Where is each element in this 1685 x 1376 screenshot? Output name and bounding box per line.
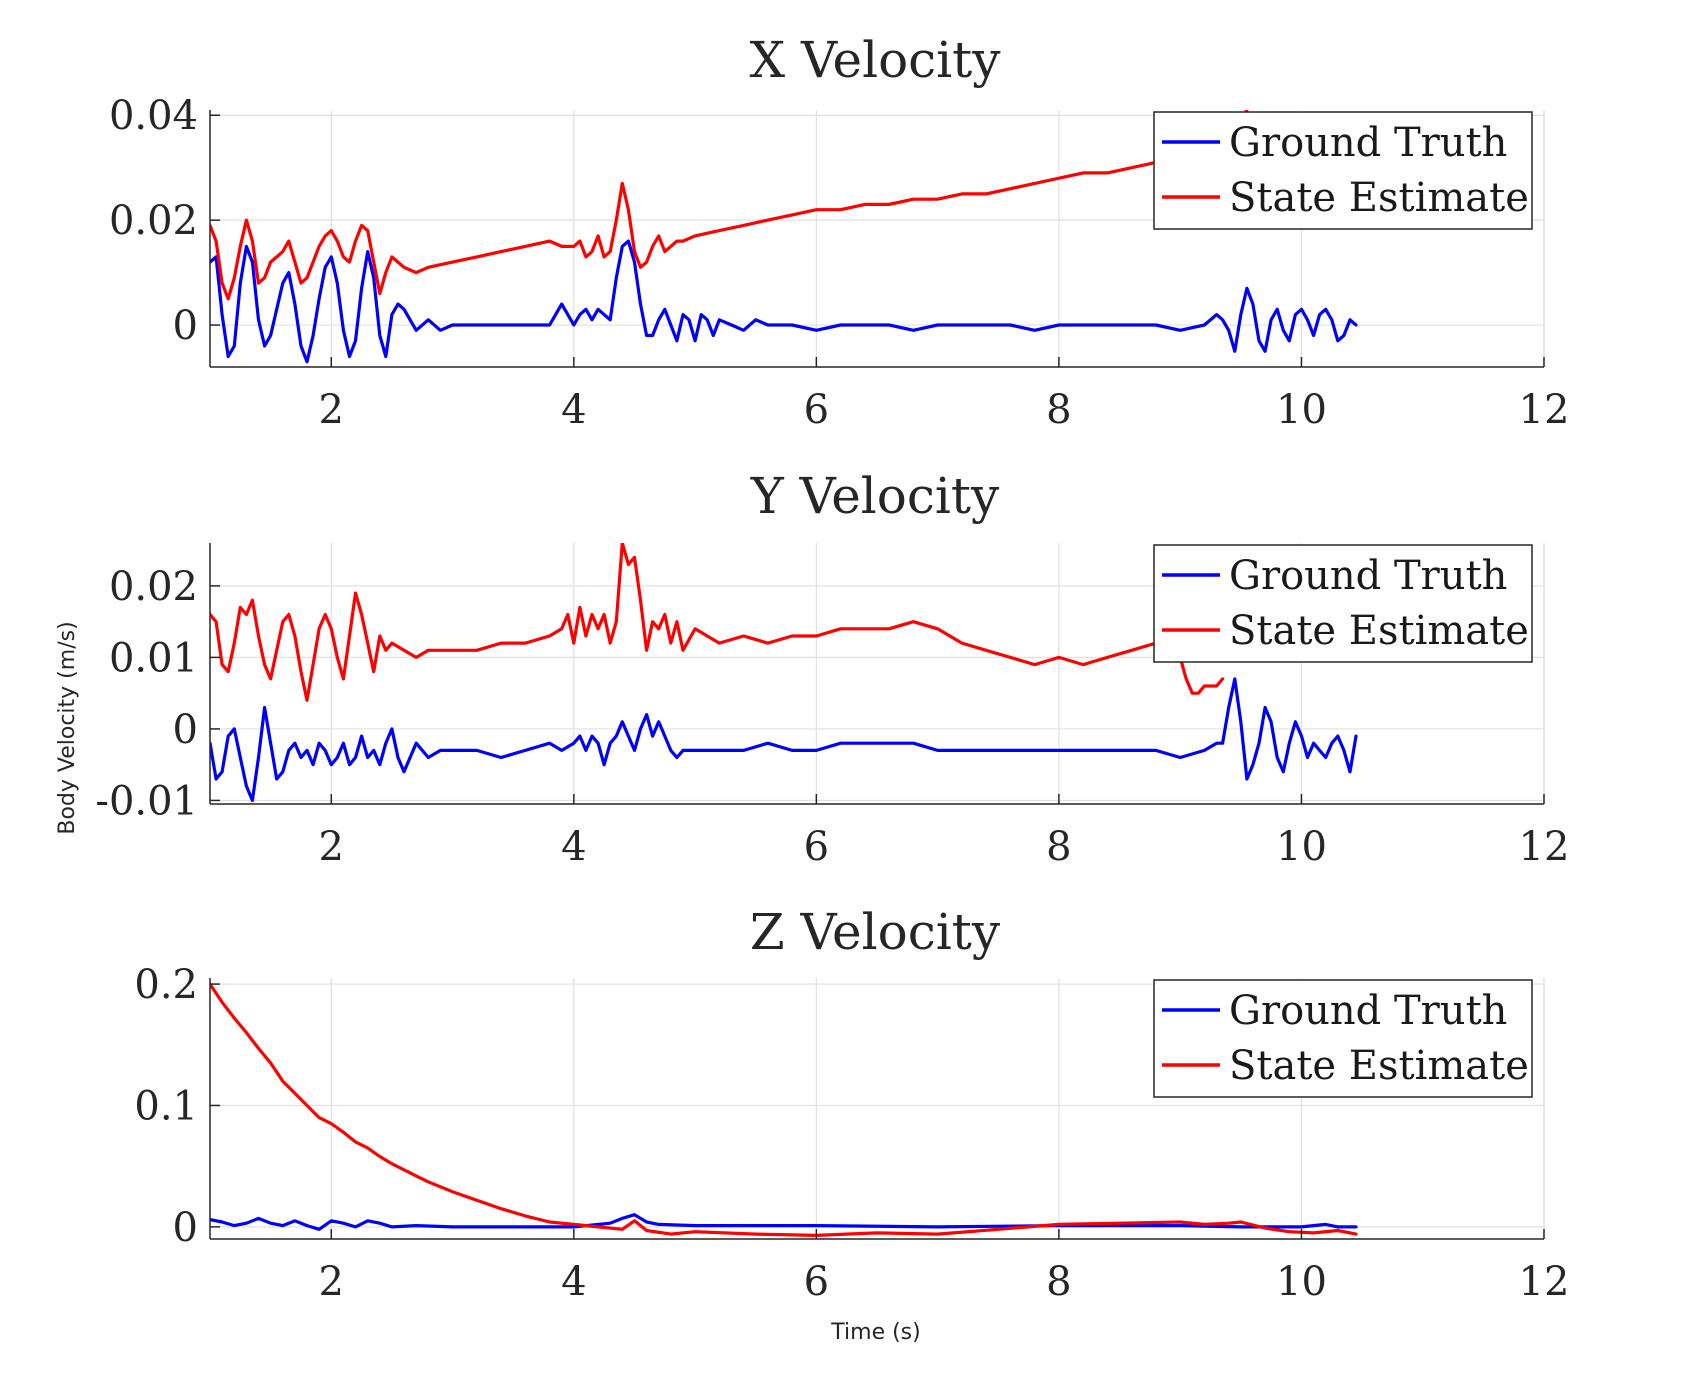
- chart-title: X Velocity: [749, 31, 1001, 89]
- x-tick-label: 4: [561, 1259, 586, 1305]
- legend-box: [1153, 979, 1533, 1098]
- legend-box: [1153, 544, 1533, 663]
- x-tick-label: 4: [561, 387, 586, 433]
- x-tick-label: 6: [804, 1259, 829, 1305]
- y-tick-label: 0.1: [134, 1083, 198, 1129]
- legend-label: State Estimate: [1229, 608, 1529, 654]
- state-estimate-line: [210, 543, 1225, 702]
- legend-label: State Estimate: [1229, 175, 1529, 221]
- x-tick-label: 2: [319, 824, 344, 870]
- x-tick-label: 2: [319, 387, 344, 433]
- x-tick-label: 6: [804, 387, 829, 433]
- x-tick-label: 12: [1519, 387, 1570, 433]
- legend: Ground Truth State Estimate: [1153, 544, 1533, 663]
- x-tick-label: 10: [1276, 824, 1327, 870]
- chart-title: Y Velocity: [750, 467, 1000, 525]
- state-estimate-line: [210, 982, 1358, 1238]
- x-tick-label: 10: [1276, 387, 1327, 433]
- z-velocity-panel: Z Velocity 2 4 6 8 10 12 0 0.1 0.2 Ground Truth Sta…: [134, 903, 1569, 1305]
- y-tick-label: 0.02: [109, 564, 198, 610]
- chart-title: Z Velocity: [750, 903, 1001, 961]
- y-tick-label: 0: [173, 303, 198, 349]
- ground-truth-line: [210, 1213, 1358, 1231]
- state-estimate-line: [210, 110, 1249, 301]
- x-tick-label: 4: [561, 824, 586, 870]
- legend-box: [1153, 111, 1533, 230]
- y-axis-label: Body Velocity (m/s): [55, 621, 80, 834]
- legend-label: Ground Truth: [1229, 120, 1507, 166]
- ground-truth-line: [210, 677, 1358, 803]
- x-tick-label: 8: [1046, 387, 1071, 433]
- y-tick-label: 0: [173, 707, 198, 753]
- x-tick-label: 6: [804, 824, 829, 870]
- legend: Ground Truth State Estimate: [1153, 111, 1533, 230]
- x-tick-label: 8: [1046, 824, 1071, 870]
- legend-label: Ground Truth: [1229, 988, 1507, 1034]
- x-tick-label: 12: [1519, 824, 1570, 870]
- x-tick-label: 8: [1046, 1259, 1071, 1305]
- y-velocity-panel: Y Velocity 2 4 6 8 10 12 -0.01 0 0.01 0.02 Ground T…: [95, 467, 1569, 870]
- y-tick-label: -0.01: [95, 778, 198, 824]
- y-tick-label: 0.04: [109, 93, 198, 139]
- legend: Ground Truth State Estimate: [1153, 979, 1533, 1098]
- legend-label: State Estimate: [1229, 1043, 1529, 1089]
- y-tick-label: 0.2: [134, 962, 198, 1008]
- x-velocity-panel: X Velocity 2 4 6 8 10 12 0 0.02 0.04 Ground Truth S…: [109, 31, 1570, 433]
- ground-truth-line: [210, 239, 1358, 364]
- x-tick-label: 2: [319, 1259, 344, 1305]
- y-tick-label: 0.02: [109, 198, 198, 244]
- x-tick-label: 12: [1519, 1259, 1570, 1305]
- x-tick-label: 10: [1276, 1259, 1327, 1305]
- y-tick-label: 0.01: [109, 635, 198, 681]
- x-axis-label: Time (s): [830, 1320, 920, 1345]
- y-tick-label: 0: [173, 1205, 198, 1251]
- legend-label: Ground Truth: [1229, 553, 1507, 599]
